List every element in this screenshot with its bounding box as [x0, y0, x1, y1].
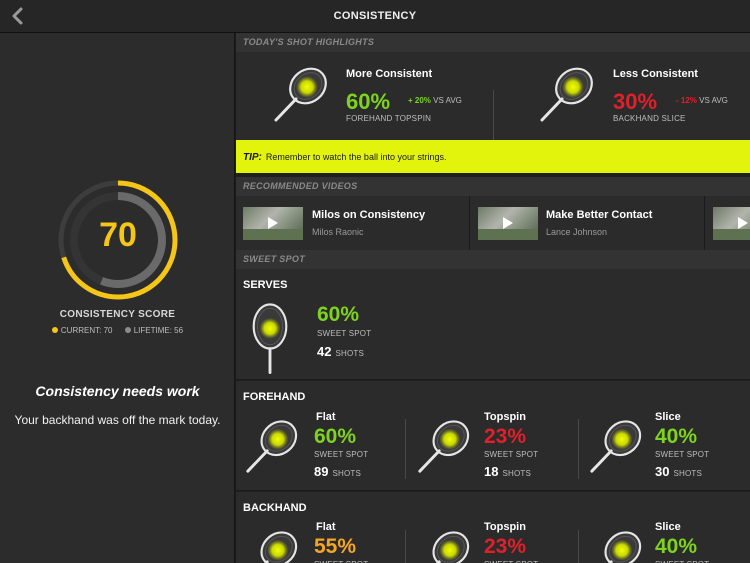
shot-name: Topspin: [484, 411, 526, 423]
video-author: Milos Raonic: [312, 227, 364, 237]
video-card[interactable]: [706, 196, 750, 250]
racket-icon: [242, 415, 304, 477]
video-card[interactable]: Make Better Contact Lance Johnson: [471, 196, 705, 250]
shot-percent: 60%: [314, 425, 357, 448]
more-consistent-delta: + 20% VS AVG: [408, 96, 462, 105]
serves-title: SERVES: [243, 279, 288, 291]
racket-icon: [536, 62, 600, 126]
sweet-spot-label: SWEET SPOT: [655, 450, 710, 459]
tip-banner: TIP: Remember to watch the ball into your…: [236, 140, 750, 173]
play-icon: [738, 217, 748, 229]
recommended-videos: Milos on Consistency Milos Raonic Make B…: [236, 196, 750, 250]
shot-percent: 23%: [484, 535, 527, 558]
more-consistent-shot: FOREHAND TOPSPIN: [346, 114, 432, 123]
less-consistent-shot: BACKHAND SLICE: [613, 114, 686, 123]
play-icon: [268, 217, 278, 229]
sweet-spot-label: SWEET SPOT: [484, 450, 539, 459]
less-consistent-card[interactable]: Less Consistent 30% - 12% VS AVG BACKHAN…: [536, 52, 750, 140]
more-consistent-percent: 60%: [346, 89, 391, 114]
back-chevron-icon[interactable]: [8, 6, 28, 26]
score-legend: CURRENT: 70 LIFETIME: 56: [0, 326, 235, 335]
sweet-spot-label: SWEET SPOT: [314, 560, 368, 563]
racket-icon: [414, 526, 476, 563]
shot-percent: 23%: [484, 425, 527, 448]
video-author: Lance Johnson: [546, 227, 608, 237]
page-title: CONSISTENCY: [333, 10, 417, 22]
shot-name: Topspin: [484, 521, 526, 533]
sweet-spot-label: SWEET SPOT: [317, 329, 372, 338]
more-consistent-card[interactable]: More Consistent 60% + 20% VS AVG FOREHAN…: [270, 52, 500, 140]
video-title: Make Better Contact: [546, 209, 653, 221]
play-icon: [503, 217, 513, 229]
sweet-spot-label: SWEET SPOT: [655, 560, 709, 563]
consistency-gauge: [58, 180, 178, 300]
highlight-divider: [493, 90, 494, 142]
racket-icon: [586, 415, 648, 477]
racket-icon: [586, 526, 648, 563]
message-title: Consistency needs work: [35, 383, 200, 399]
tip-text: Remember to watch the ball into your str…: [265, 152, 447, 162]
video-thumbnail: [478, 207, 538, 240]
backhand-section: BACKHAND Flat 55% SWEET SPOT Topspin 23%…: [236, 492, 750, 563]
sweet-spot-label: SWEET SPOT: [484, 560, 538, 563]
stat-divider: [405, 530, 406, 563]
lifetime-label: LIFETIME: 56: [133, 326, 184, 335]
shot-count: 89 SHOTS: [314, 464, 362, 479]
stat-divider: [578, 419, 579, 479]
shot-name: Slice: [655, 521, 681, 533]
gauge-current-ring: [58, 180, 178, 300]
stat-divider: [405, 419, 406, 479]
gauge-lifetime-ring: [70, 192, 166, 288]
forehand-title: FOREHAND: [243, 391, 306, 403]
shot-count: 30 SHOTS: [655, 464, 703, 479]
less-consistent-percent: 30%: [613, 89, 658, 114]
racket-icon: [246, 299, 294, 377]
shot-percent: 40%: [655, 425, 698, 448]
top-bar: CONSISTENCY: [0, 0, 750, 33]
video-thumbnail: [713, 207, 750, 240]
less-consistent-title: Less Consistent: [613, 68, 698, 80]
videos-header: RECOMMENDED VIDEOS: [236, 177, 750, 196]
shot-count: 18 SHOTS: [484, 464, 532, 479]
tip-label: TIP:: [243, 152, 262, 163]
score-panel: 70 CONSISTENCY SCORE CURRENT: 70 LIFETIM…: [0, 33, 235, 563]
racket-icon: [270, 62, 334, 126]
forehand-section: FOREHAND Flat 60% SWEET SPOT 89 SHOTS Top…: [236, 381, 750, 491]
sweet-spot-header: SWEET SPOT: [236, 250, 750, 269]
shot-name: Flat: [316, 411, 336, 423]
highlights-header: TODAY'S SHOT HIGHLIGHTS: [236, 33, 750, 52]
lifetime-dot-icon: [124, 327, 131, 333]
sweet-spot-label: SWEET SPOT: [314, 450, 369, 459]
message-body: Your backhand was off the mark today.: [14, 413, 221, 427]
serves-percent: 60%: [317, 303, 360, 326]
more-consistent-title: More Consistent: [346, 68, 433, 80]
backhand-title: BACKHAND: [243, 502, 307, 514]
video-thumbnail: [243, 207, 303, 240]
shot-percent: 40%: [655, 535, 698, 558]
video-title: Milos on Consistency: [312, 209, 426, 221]
racket-icon: [242, 526, 304, 563]
less-consistent-delta: - 12% VS AVG: [676, 96, 728, 105]
video-card[interactable]: Milos on Consistency Milos Raonic: [236, 196, 470, 250]
details-panel: TODAY'S SHOT HIGHLIGHTS More Consistent …: [236, 33, 750, 563]
score-value: 70: [99, 216, 137, 254]
shot-highlights: More Consistent 60% + 20% VS AVG FOREHAN…: [236, 52, 750, 142]
serves-section: SERVES 60% SWEET SPOT 42 SHOTS: [236, 269, 750, 380]
stat-divider: [578, 530, 579, 563]
shot-name: Slice: [655, 411, 681, 423]
current-dot-icon: [51, 327, 58, 333]
score-label: CONSISTENCY SCORE: [59, 309, 176, 320]
shot-name: Flat: [316, 521, 336, 533]
serves-shots: 42 SHOTS: [317, 344, 365, 359]
racket-icon: [414, 415, 476, 477]
shot-percent: 55%: [314, 535, 357, 558]
current-label: CURRENT: 70: [60, 326, 113, 335]
